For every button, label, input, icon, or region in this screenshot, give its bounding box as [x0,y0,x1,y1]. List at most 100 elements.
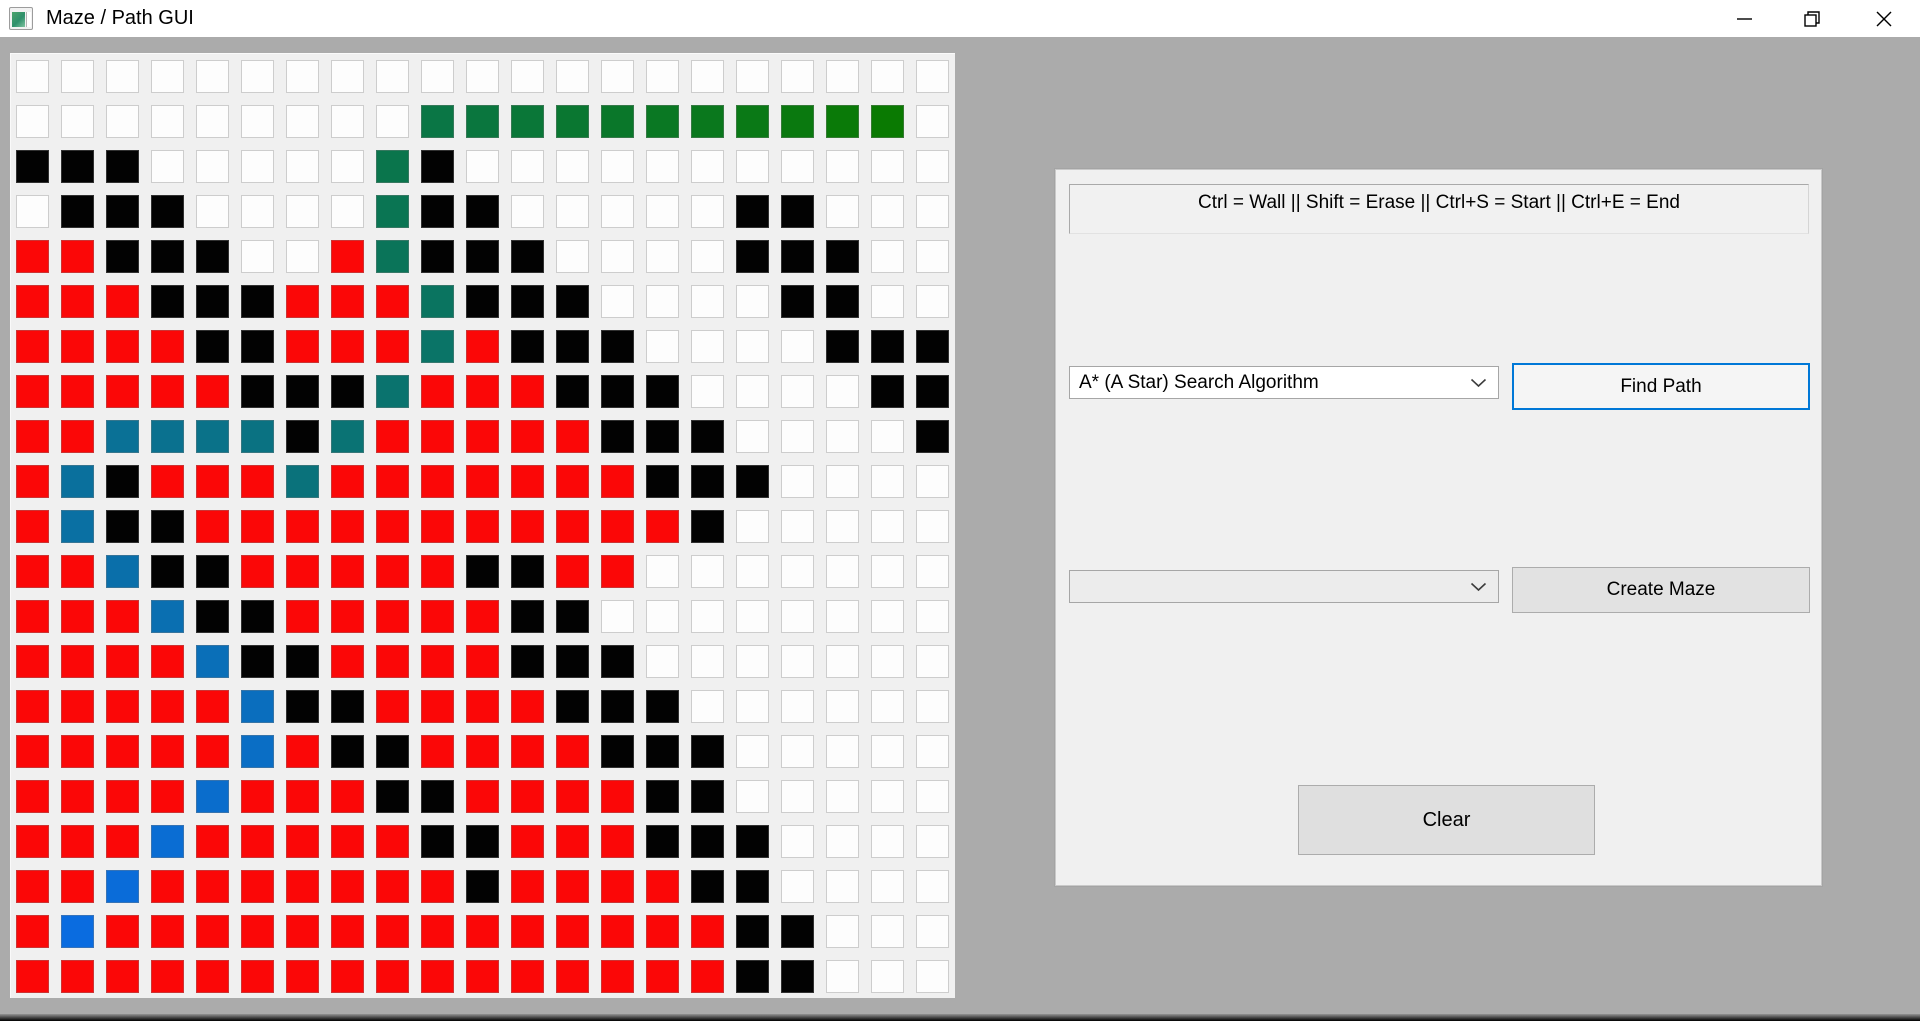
maze-cell[interactable] [871,285,904,318]
maze-cell[interactable] [601,600,634,633]
maze-cell[interactable] [871,870,904,903]
maze-cell[interactable] [556,285,589,318]
maze-cell[interactable] [331,735,364,768]
maze-cell[interactable] [421,465,454,498]
maze-cell[interactable] [646,285,679,318]
maze-cell[interactable] [16,240,49,273]
maze-cell[interactable] [601,510,634,543]
maze-cell[interactable] [106,825,139,858]
maze-cell[interactable] [736,870,769,903]
maze-cell[interactable] [556,735,589,768]
maze-cell[interactable] [61,555,94,588]
maze-cell[interactable] [736,60,769,93]
maze-cell[interactable] [646,330,679,363]
maze-cell[interactable] [556,870,589,903]
maze-cell[interactable] [286,960,319,993]
maze-cell[interactable] [826,825,859,858]
maze-cell[interactable] [106,60,139,93]
maze-cell[interactable] [151,375,184,408]
maze-cell[interactable] [556,780,589,813]
maze-cell[interactable] [511,240,544,273]
maze-cell[interactable] [646,915,679,948]
maze-cell[interactable] [16,735,49,768]
maze-cell[interactable] [61,870,94,903]
maze-cell[interactable] [916,600,949,633]
maze-cell[interactable] [106,600,139,633]
maze-cell[interactable] [241,105,274,138]
maze-cell[interactable] [916,780,949,813]
maze-cell[interactable] [511,825,544,858]
maze-cell[interactable] [826,285,859,318]
maze-cell[interactable] [916,690,949,723]
maze-cell[interactable] [691,465,724,498]
maze-cell[interactable] [691,105,724,138]
minimize-button[interactable] [1714,0,1774,37]
maze-cell[interactable] [556,555,589,588]
maze-cell[interactable] [871,960,904,993]
maze-cell[interactable] [61,780,94,813]
maze-cell[interactable] [556,60,589,93]
maze-cell[interactable] [511,465,544,498]
maze-cell[interactable] [781,645,814,678]
maze-cell[interactable] [376,240,409,273]
maze-cell[interactable] [421,690,454,723]
maze-cell[interactable] [376,960,409,993]
maze-cell[interactable] [331,465,364,498]
maze-cell[interactable] [331,330,364,363]
maze-cell[interactable] [16,825,49,858]
maze-cell[interactable] [16,780,49,813]
maze-cell[interactable] [376,465,409,498]
maze-cell[interactable] [376,915,409,948]
maze-cell[interactable] [286,780,319,813]
maze-cell[interactable] [376,825,409,858]
maze-cell[interactable] [511,285,544,318]
maze-cell[interactable] [61,915,94,948]
maze-cell[interactable] [61,420,94,453]
maze-cell[interactable] [61,645,94,678]
maze-cell[interactable] [61,690,94,723]
maze-cell[interactable] [376,690,409,723]
maze-cell[interactable] [331,690,364,723]
maze-cell[interactable] [781,735,814,768]
maze-cell[interactable] [421,150,454,183]
maze-cell[interactable] [466,870,499,903]
maze-cell[interactable] [61,960,94,993]
maze-cell[interactable] [736,510,769,543]
maze-cell[interactable] [691,420,724,453]
maze-cell[interactable] [151,690,184,723]
maze-cell[interactable] [241,240,274,273]
maze-cell[interactable] [241,690,274,723]
maze-cell[interactable] [376,780,409,813]
maze-cell[interactable] [646,150,679,183]
maze-cell[interactable] [331,870,364,903]
maze-cell[interactable] [286,555,319,588]
maze-cell[interactable] [511,195,544,228]
create-maze-button[interactable]: Create Maze [1512,567,1810,613]
maze-cell[interactable] [241,420,274,453]
maze-cell[interactable] [691,600,724,633]
maze-cell[interactable] [286,375,319,408]
maze-cell[interactable] [196,510,229,543]
maze-cell[interactable] [646,870,679,903]
maze-cell[interactable] [421,330,454,363]
maze-cell[interactable] [286,60,319,93]
maze-cell[interactable] [871,690,904,723]
maze-cell[interactable] [466,825,499,858]
maze-cell[interactable] [151,60,184,93]
maze-cell[interactable] [241,285,274,318]
maze-cell[interactable] [421,510,454,543]
maze-cell[interactable] [511,510,544,543]
maze-cell[interactable] [421,60,454,93]
maze-cell[interactable] [106,645,139,678]
maze-cell[interactable] [601,105,634,138]
maze-cell[interactable] [691,780,724,813]
maze-cell[interactable] [286,240,319,273]
maze-cell[interactable] [826,420,859,453]
maze-cell[interactable] [151,780,184,813]
maze-cell[interactable] [601,285,634,318]
maze-cell[interactable] [241,195,274,228]
maze-cell[interactable] [916,825,949,858]
maze-cell[interactable] [871,420,904,453]
maze-cell[interactable] [781,825,814,858]
maze-cell[interactable] [781,60,814,93]
